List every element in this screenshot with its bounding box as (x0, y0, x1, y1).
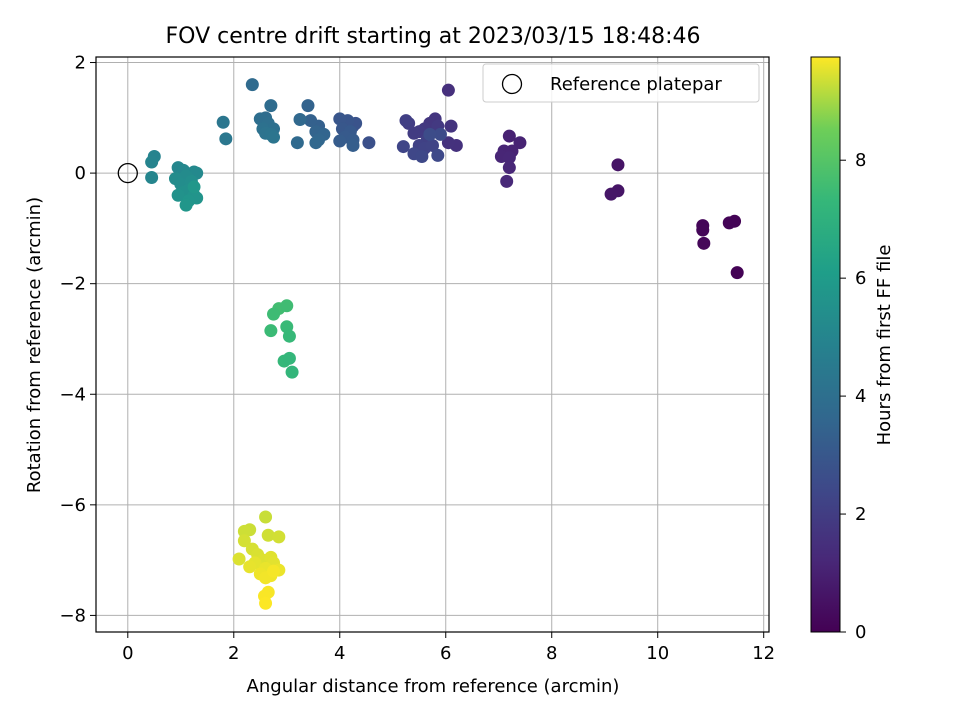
data-point (513, 136, 527, 150)
y-axis-ticks: −8 −6 −4 −2 0 2 (59, 53, 96, 626)
data-point (697, 236, 711, 250)
data-point (267, 130, 281, 144)
data-point (423, 127, 437, 141)
data-point (441, 136, 455, 150)
data-point (243, 560, 257, 574)
colorbar-label: Hours from first FF file (874, 245, 895, 446)
x-tick-label: 8 (546, 643, 557, 664)
colorbar-tick-label: 2 (855, 504, 866, 525)
y-tick-label: −6 (59, 495, 86, 516)
x-axis-ticks: 0 2 4 6 8 10 12 (122, 632, 775, 664)
data-point (396, 140, 410, 154)
data-point (267, 564, 281, 578)
data-point (407, 126, 421, 140)
data-point (304, 114, 318, 128)
data-point (187, 180, 201, 194)
data-point (433, 127, 447, 141)
colorbar-tick-label: 6 (855, 268, 866, 289)
data-point (502, 161, 516, 175)
legend-marker-icon (501, 73, 523, 95)
chart-title: FOV centre drift starting at 2023/03/15 … (166, 24, 701, 49)
reference-point-marker (117, 162, 138, 184)
data-point (444, 119, 458, 133)
plot-frame (95, 56, 770, 633)
x-tick-label: 10 (646, 643, 669, 664)
data-point (145, 171, 159, 185)
colorbar-tick-label: 4 (855, 386, 866, 407)
data-point (272, 530, 286, 544)
data-point (611, 158, 625, 172)
y-axis-label: Rotation from reference (arcmin) (24, 197, 45, 493)
data-point (362, 136, 376, 150)
x-tick-label: 4 (334, 643, 345, 664)
y-tick-label: 0 (75, 163, 86, 184)
x-tick-label: 0 (122, 643, 133, 664)
grid-lines (96, 57, 769, 632)
data-point (441, 83, 455, 97)
data-point (301, 99, 315, 113)
data-point (696, 223, 710, 237)
data-point (293, 112, 307, 126)
data-point (399, 114, 413, 128)
scatter-points (117, 78, 744, 610)
x-axis-label: Angular distance from reference (arcmin) (247, 676, 620, 697)
data-point (500, 174, 514, 188)
data-point (261, 528, 275, 542)
data-point (282, 351, 296, 365)
legend-box (482, 63, 760, 103)
data-point (309, 136, 323, 150)
colorbar-ticks: 0 2 4 6 8 (840, 150, 866, 643)
data-point (280, 299, 294, 313)
data-point (502, 151, 516, 165)
y-tick-label: −2 (59, 274, 86, 295)
data-point (259, 596, 273, 610)
data-point (282, 329, 296, 343)
data-point (232, 552, 246, 566)
data-point (219, 132, 233, 146)
data-point (264, 99, 278, 113)
y-tick-label: −4 (59, 384, 86, 405)
data-point (730, 266, 744, 280)
data-point (333, 134, 347, 148)
colorbar (810, 56, 841, 633)
legend-label: Reference platepar (550, 74, 722, 95)
data-point (431, 148, 445, 162)
data-point (722, 216, 736, 230)
data-point (415, 150, 429, 164)
data-point (426, 138, 439, 152)
data-point (290, 136, 304, 150)
colorbar-tick-label: 8 (855, 150, 866, 171)
data-point (237, 524, 251, 538)
colorbar-tick-label: 0 (855, 622, 866, 643)
x-tick-label: 6 (440, 643, 451, 664)
data-point (604, 187, 618, 201)
data-point (346, 138, 360, 152)
data-point (216, 115, 230, 129)
y-tick-label: −8 (59, 605, 86, 626)
x-tick-label: 2 (228, 643, 239, 664)
data-point (333, 112, 347, 126)
data-point (259, 510, 273, 524)
data-point (145, 155, 159, 169)
x-tick-label: 12 (752, 643, 775, 664)
data-point (285, 365, 299, 379)
legend: Reference platepar (482, 63, 760, 103)
data-point (245, 78, 259, 92)
y-tick-label: 2 (75, 53, 86, 74)
data-point (267, 307, 281, 321)
data-point (502, 129, 516, 143)
data-point (264, 324, 278, 338)
data-point (171, 188, 185, 202)
data-point (179, 198, 193, 212)
data-point (237, 534, 251, 548)
